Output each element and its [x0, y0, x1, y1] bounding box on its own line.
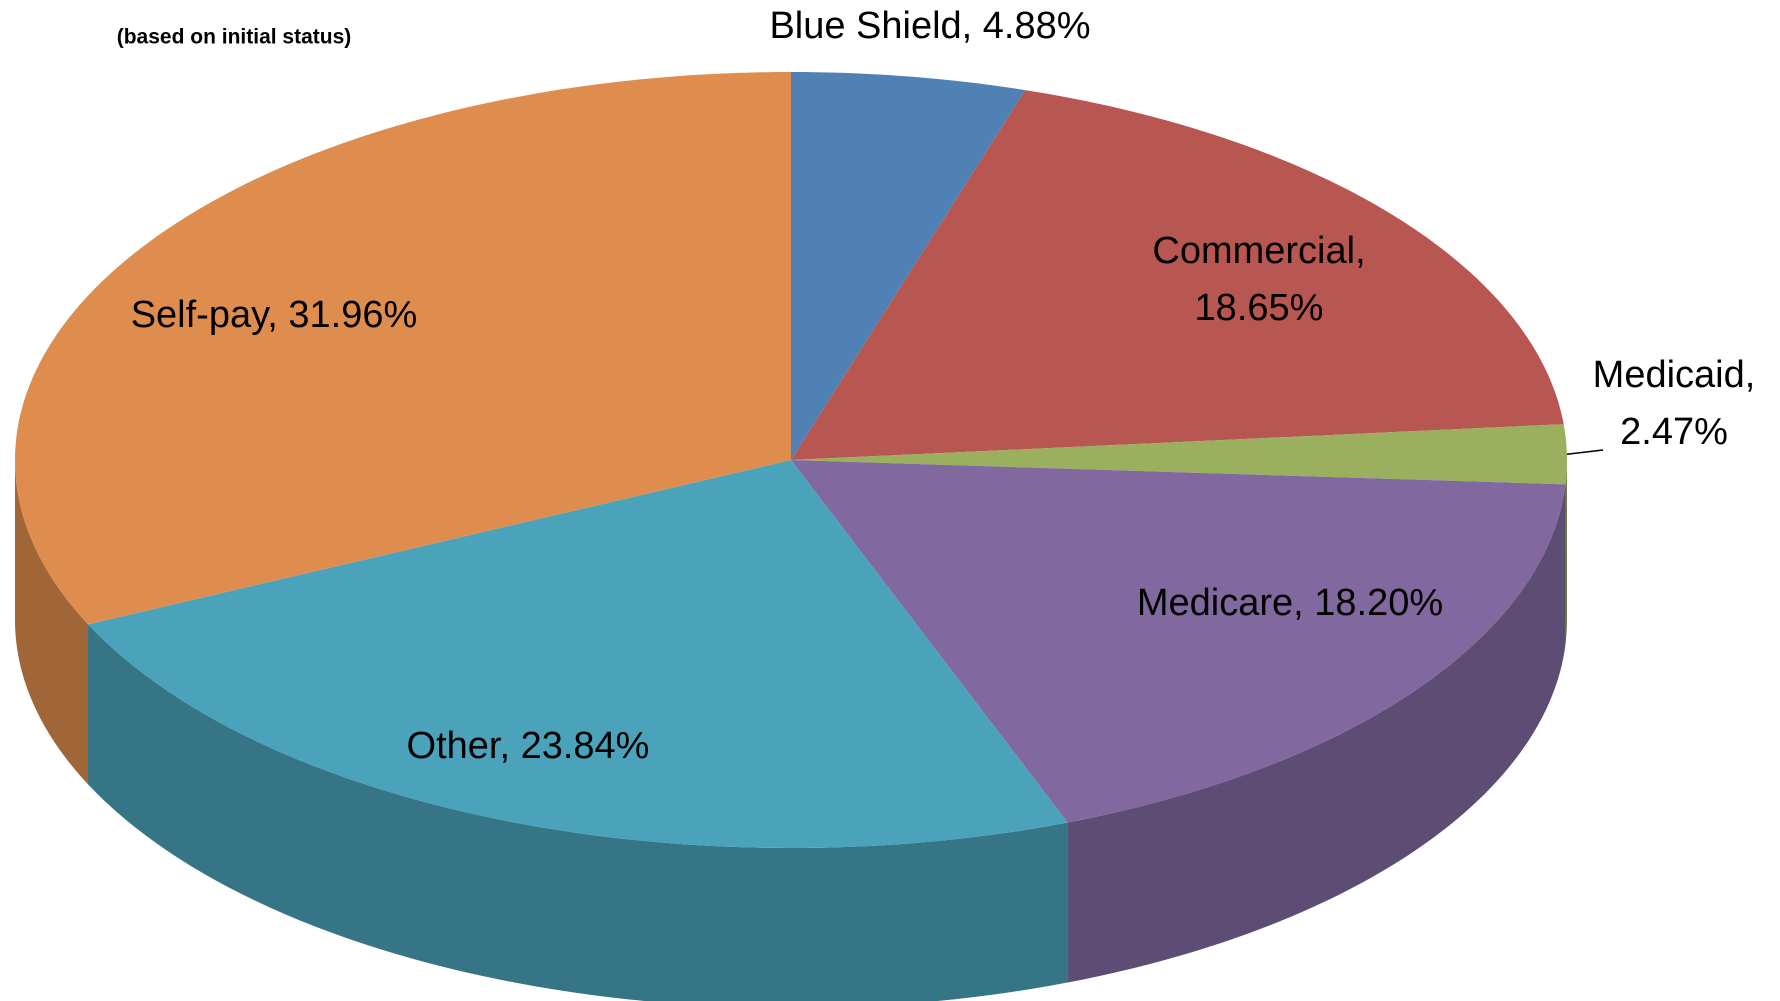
chart-subtitle: (based on initial status) — [117, 26, 352, 49]
slice — [15, 72, 791, 625]
slice — [791, 90, 1564, 460]
slice-side — [15, 460, 89, 785]
data-label: Medicaid, 2.47% — [1593, 354, 1756, 453]
pie-tops — [15, 72, 1567, 848]
slice-side — [1067, 484, 1566, 983]
pie-sides — [15, 460, 1567, 1001]
data-label: Self-pay, 31.96% — [131, 294, 418, 336]
data-label: Blue Shield, 4.88% — [769, 5, 1090, 47]
slice — [791, 424, 1567, 485]
label-line: 2.47% — [1620, 411, 1728, 453]
slice — [791, 72, 1026, 460]
label-line: Medicaid, — [1593, 354, 1756, 396]
label-line: Commercial, — [1152, 230, 1365, 272]
data-label: Other, 23.84% — [407, 725, 650, 767]
slice-side — [88, 624, 1068, 1001]
slice-side — [1565, 460, 1567, 645]
label-line: 18.65% — [1195, 287, 1324, 329]
slice — [791, 460, 1566, 823]
data-label: Medicare, 18.20% — [1137, 582, 1443, 624]
leader-line — [1566, 449, 1604, 456]
slice — [88, 460, 1068, 848]
data-label: Commercial, 18.65% — [1152, 230, 1365, 329]
